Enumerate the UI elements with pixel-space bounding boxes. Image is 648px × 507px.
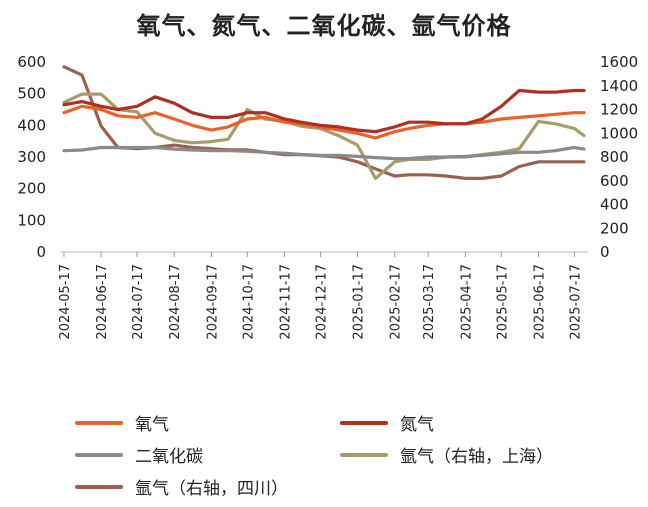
y-left-tick-label: 600 xyxy=(17,53,46,71)
y-right-tick-label: 200 xyxy=(600,219,629,237)
legend-swatch-argon-sichuan xyxy=(75,484,123,489)
y-right-tick-label: 1000 xyxy=(600,124,638,142)
chart-title: 氧气、氮气、二氧化碳、氩气价格 xyxy=(136,12,512,40)
legend-label-nitrogen: 氮气 xyxy=(400,415,434,435)
y-left-tick-label: 500 xyxy=(17,85,46,103)
legend-label-co2: 二氧化碳 xyxy=(135,447,203,467)
y-left-tick-label: 0 xyxy=(36,243,46,261)
legend-swatch-co2 xyxy=(75,452,123,457)
x-tick-label: 2024-07-17 xyxy=(131,264,146,340)
x-tick-label: 2025-01-17 xyxy=(352,264,367,340)
y-left-tick-label: 100 xyxy=(17,211,46,229)
x-tick-label: 2025-06-17 xyxy=(532,264,547,340)
y-right-tick-label: 1200 xyxy=(600,101,638,119)
series-line-2 xyxy=(62,145,586,161)
y-left-tick-label: 400 xyxy=(17,116,46,134)
legend-item-co2: 二氧化碳 xyxy=(75,442,203,467)
y-left-tick-label: 300 xyxy=(17,148,46,166)
x-tick-label: 2025-04-17 xyxy=(459,264,474,340)
legend-swatch-nitrogen xyxy=(340,420,388,425)
series-line-4 xyxy=(62,65,586,180)
x-tick-label: 2025-07-17 xyxy=(568,264,583,340)
y-right-tick-label: 1400 xyxy=(600,77,638,95)
x-tick-label: 2024-08-17 xyxy=(168,264,183,340)
legend-item-argon-sichuan: 氩气（右轴，四川） xyxy=(75,474,288,499)
x-tick-label: 2024-09-17 xyxy=(205,264,220,340)
legend-swatch-oxygen xyxy=(75,420,123,425)
y-right-tick-label: 0 xyxy=(600,243,610,261)
x-tick-label: 2025-03-17 xyxy=(422,264,437,340)
series-line-1 xyxy=(62,88,586,134)
x-tick-label: 2024-12-17 xyxy=(314,264,329,340)
x-tick-label: 2024-05-17 xyxy=(58,264,73,340)
legend-item-argon-shanghai: 氩气（右轴，上海） xyxy=(340,442,553,467)
legend-label-argon-sichuan: 氩气（右轴，四川） xyxy=(135,479,288,499)
x-tick-label: 2025-05-17 xyxy=(495,264,510,340)
series-line-3 xyxy=(62,92,586,180)
x-tick-label: 2024-10-17 xyxy=(241,264,256,340)
x-tick-label: 2024-06-17 xyxy=(95,264,110,340)
x-tick-label: 2025-02-17 xyxy=(389,264,404,340)
y-right-tick-label: 1600 xyxy=(600,53,638,71)
y-right-tick-label: 600 xyxy=(600,172,629,190)
x-tick-label: 2024-11-17 xyxy=(278,264,293,340)
y-right-tick-label: 800 xyxy=(600,148,629,166)
legend-label-argon-shanghai: 氩气（右轴，上海） xyxy=(400,447,553,467)
legend-swatch-argon-shanghai xyxy=(340,452,388,457)
legend-item-oxygen: 氧气 xyxy=(75,410,169,435)
legend-item-nitrogen: 氮气 xyxy=(340,410,434,435)
series-line-0 xyxy=(62,104,586,140)
legend-label-oxygen: 氧气 xyxy=(135,415,169,435)
y-right-tick-label: 400 xyxy=(600,196,629,214)
y-left-tick-label: 200 xyxy=(17,180,46,198)
